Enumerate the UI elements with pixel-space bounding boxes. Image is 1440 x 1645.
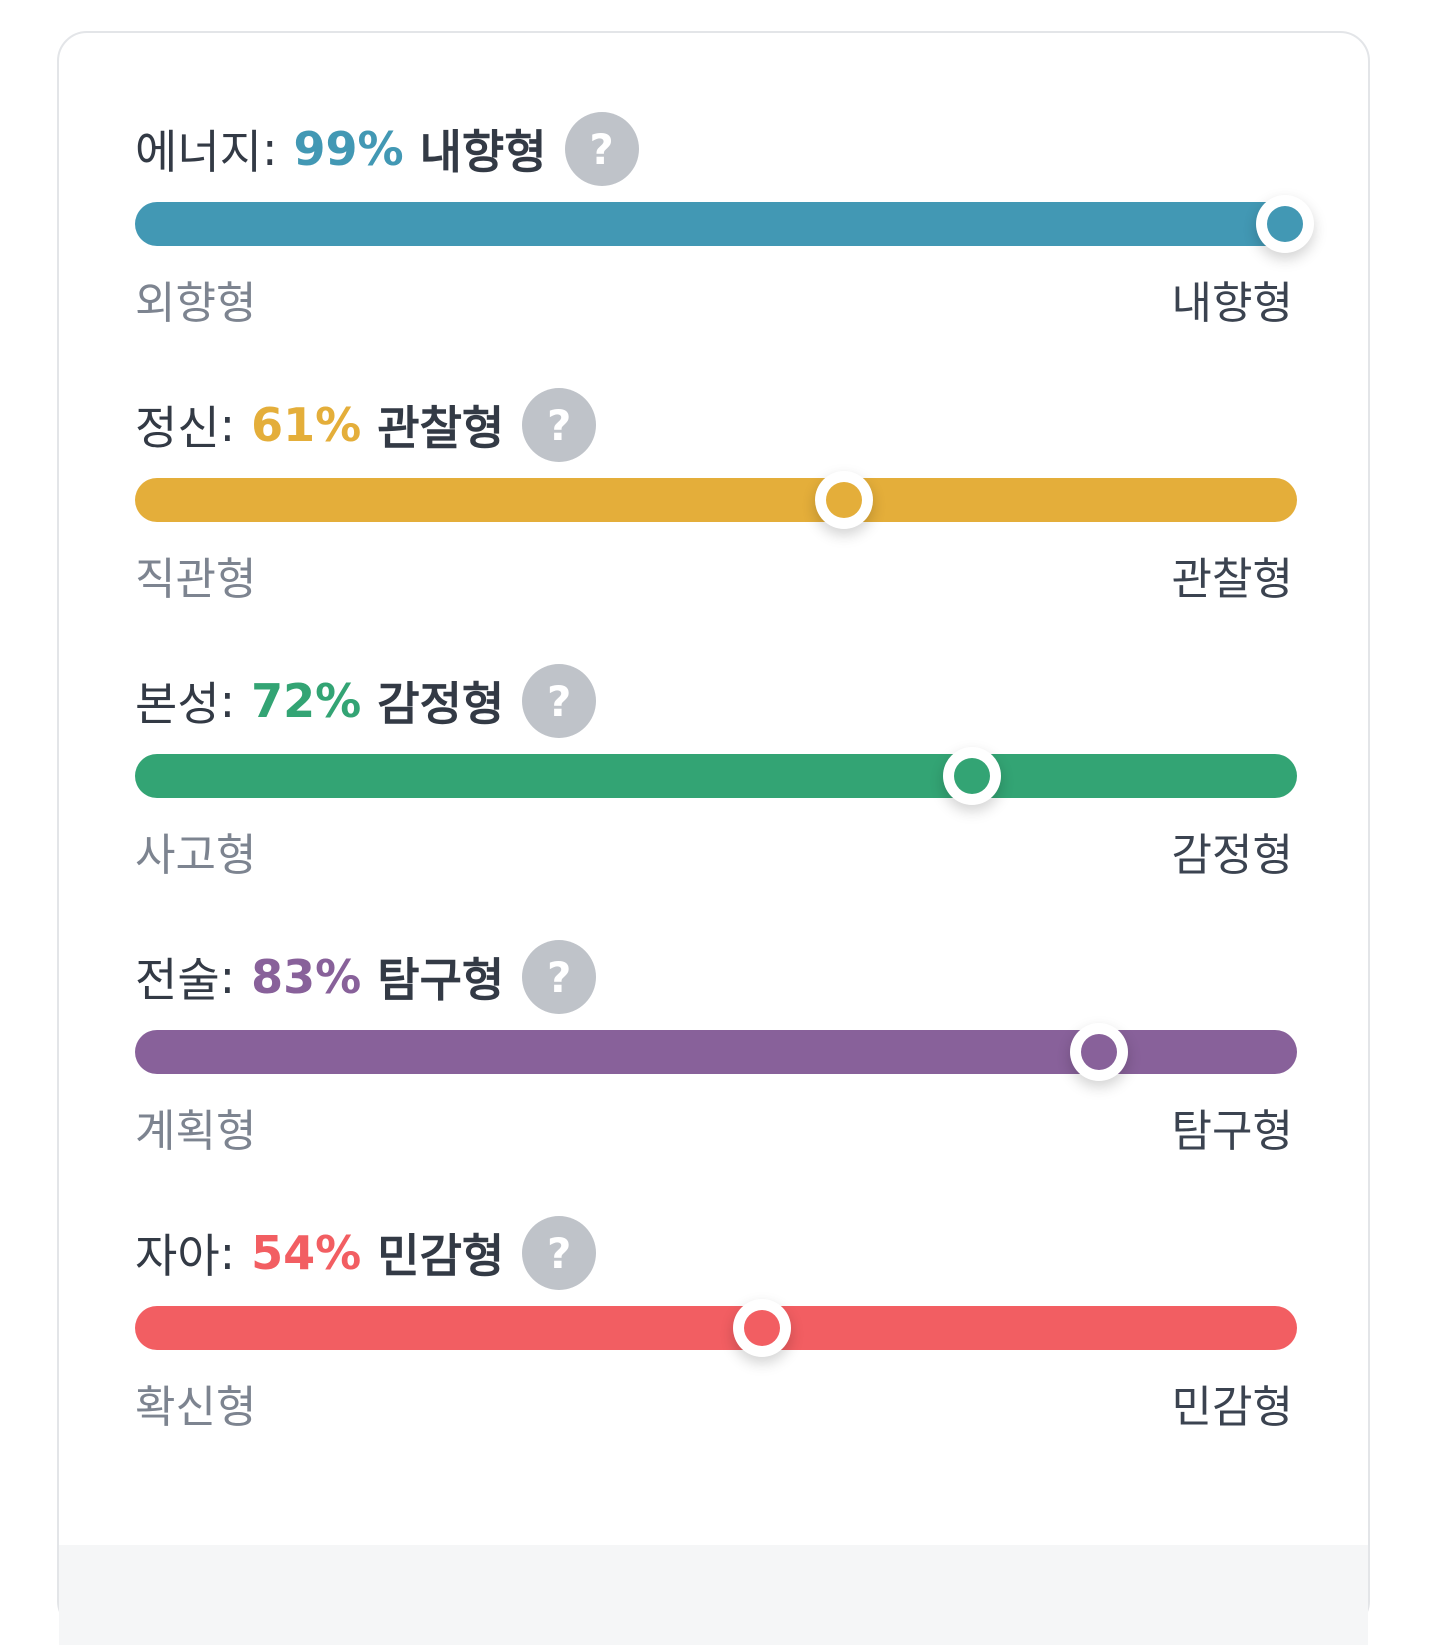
help-icon[interactable]: ? [564, 112, 639, 186]
help-icon[interactable]: ? [522, 388, 597, 462]
personality-traits-card: 에너지 : 99% 내향형 ? 외향형 내향형 정신 : 61% 관찰형 ? 직… [57, 31, 1370, 1645]
trait-right-label: 탐구형 [1171, 1106, 1293, 1157]
trait-result: 민감형 [377, 1229, 505, 1283]
trait-result: 감정형 [377, 677, 505, 731]
trait-left-label: 외향형 [135, 278, 257, 329]
trait-percent: 99% [293, 122, 404, 176]
help-icon[interactable]: ? [522, 664, 597, 738]
trait-name: 본성 [135, 677, 220, 731]
trait-colon: : [261, 122, 278, 176]
trait-slider-knob-dot [1267, 206, 1304, 242]
help-icon[interactable]: ? [522, 1216, 597, 1290]
trait-slider-knob-dot [1081, 1034, 1118, 1070]
trait-slider-track[interactable] [135, 471, 1297, 529]
trait-colon: : [219, 398, 236, 452]
trait-right-label: 내향형 [1171, 278, 1293, 329]
trait-name: 에너지 [135, 125, 262, 179]
trait-slider-knob[interactable] [814, 471, 873, 529]
trait-right-label: 감정형 [1171, 830, 1293, 881]
trait-slider-knob[interactable] [942, 747, 1001, 805]
trait-slider-track[interactable] [135, 1299, 1297, 1357]
trait-result: 탐구형 [377, 953, 505, 1007]
trait-left-label: 사고형 [135, 830, 257, 881]
trait-percent: 54% [251, 1226, 362, 1280]
trait-slider-knob[interactable] [1070, 1023, 1129, 1081]
trait-slider-track[interactable] [135, 747, 1297, 805]
trait-percent: 83% [251, 950, 362, 1004]
trait-right-label: 관찰형 [1171, 554, 1293, 605]
trait-left-label: 직관형 [135, 554, 257, 605]
trait-header: 정신 : 61% 관찰형 ? [135, 385, 597, 465]
trait-percent: 72% [251, 674, 362, 728]
trait-left-label: 계획형 [135, 1106, 257, 1157]
trait-left-label: 확신형 [135, 1382, 257, 1433]
trait-header: 본성 : 72% 감정형 ? [135, 661, 597, 741]
trait-header: 전술 : 83% 탐구형 ? [135, 937, 597, 1017]
trait-colon: : [219, 950, 236, 1004]
trait-slider-knob-dot [744, 1310, 781, 1346]
trait-slider-knob[interactable] [1256, 195, 1315, 253]
trait-slider-track[interactable] [135, 195, 1315, 253]
help-icon[interactable]: ? [522, 940, 597, 1014]
trait-result: 관찰형 [377, 401, 505, 455]
trait-slider-knob-dot [825, 482, 862, 518]
trait-header: 에너지 : 99% 내향형 ? [135, 109, 639, 189]
trait-right-label: 민감형 [1171, 1382, 1293, 1433]
trait-colon: : [219, 674, 236, 728]
trait-result: 내향형 [419, 125, 547, 179]
trait-name: 전술 [135, 953, 220, 1007]
trait-name: 정신 [135, 401, 220, 455]
trait-header: 자아 : 54% 민감형 ? [135, 1213, 597, 1293]
card-footer [59, 1545, 1368, 1645]
trait-slider-track[interactable] [135, 1023, 1297, 1081]
trait-percent: 61% [251, 398, 362, 452]
trait-slider-knob-dot [953, 758, 990, 794]
trait-colon: : [219, 1226, 236, 1280]
trait-slider-knob[interactable] [733, 1299, 792, 1357]
trait-name: 자아 [135, 1229, 220, 1283]
